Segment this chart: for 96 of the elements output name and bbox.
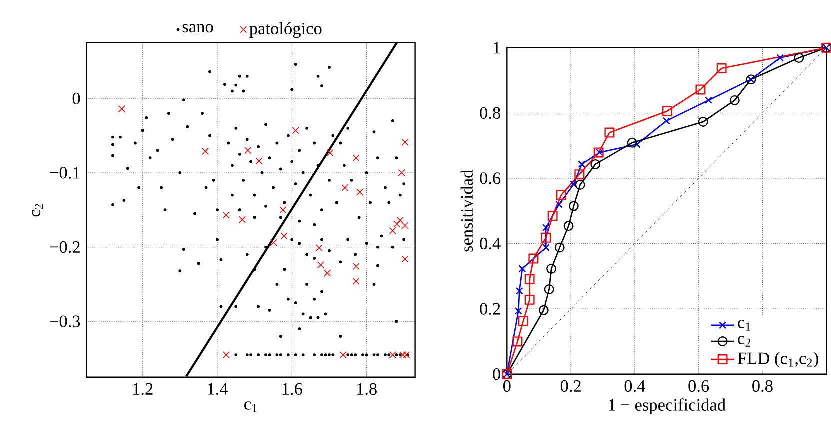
y-tick-label: 0 xyxy=(493,368,500,380)
legend-label: patológico xyxy=(250,22,322,38)
point xyxy=(202,148,210,155)
point xyxy=(316,244,323,252)
point xyxy=(403,351,410,358)
y-tick-label: 0.6 xyxy=(480,172,501,184)
x-axis-title: c$_{1}$ xyxy=(244,401,257,412)
y-tick-label: 0.2 xyxy=(480,303,500,315)
point xyxy=(705,96,712,104)
point xyxy=(524,274,535,284)
point xyxy=(352,278,360,285)
point xyxy=(280,206,287,214)
point xyxy=(564,221,574,232)
point xyxy=(594,148,604,158)
point xyxy=(222,212,230,219)
x-tick-label: 1.2 xyxy=(134,383,153,395)
legend-label: FLD (c$_{1}$,c$_{2}$) xyxy=(738,352,818,368)
point xyxy=(627,138,638,148)
point xyxy=(524,294,535,305)
point xyxy=(244,147,252,154)
point xyxy=(696,84,706,95)
point xyxy=(574,169,585,180)
point xyxy=(402,256,409,263)
y-tick-label: 0.4 xyxy=(480,238,501,250)
point xyxy=(516,287,524,295)
point xyxy=(698,116,708,127)
point xyxy=(548,210,558,221)
y-axis-title: c$_{2}$ xyxy=(32,204,43,217)
point xyxy=(590,159,601,170)
x-tick-label: 0.8 xyxy=(752,380,773,392)
point xyxy=(716,63,727,74)
point xyxy=(662,117,670,125)
point xyxy=(578,160,586,168)
point xyxy=(326,149,334,156)
point xyxy=(794,52,804,63)
point xyxy=(398,169,406,176)
point xyxy=(399,351,406,358)
point xyxy=(662,106,673,116)
x-tick-label: 0.2 xyxy=(560,380,581,392)
point xyxy=(514,307,522,315)
point xyxy=(556,190,566,200)
point xyxy=(352,154,360,162)
point xyxy=(389,351,396,358)
legend-label: c$_{1}$ xyxy=(738,320,750,331)
y-axis-title: sensitividad xyxy=(460,170,474,252)
y-tick-label: 0 xyxy=(72,92,80,104)
x-tick-label: 1.6 xyxy=(282,383,302,395)
y-tick-label: −0.1 xyxy=(50,166,80,179)
y-tick-label: 0.8 xyxy=(480,107,500,119)
point xyxy=(280,232,288,240)
point xyxy=(317,262,324,269)
point xyxy=(222,351,230,358)
point xyxy=(292,126,300,134)
point xyxy=(776,54,784,62)
x-tick-label: 1.4 xyxy=(208,383,228,395)
legend-label: c$_{2}$ xyxy=(738,336,751,347)
point xyxy=(544,284,554,294)
x-tick-label: 1.8 xyxy=(357,383,377,396)
point xyxy=(256,157,263,164)
legend-label: sano xyxy=(182,24,214,33)
point xyxy=(238,216,246,224)
point xyxy=(633,140,641,148)
point xyxy=(270,239,278,246)
y-tick-label: −0.2 xyxy=(50,241,80,254)
point xyxy=(546,264,557,274)
point xyxy=(389,227,396,234)
point xyxy=(556,200,563,208)
point xyxy=(542,244,550,252)
x-axis-title: 1 − especificidad xyxy=(609,398,726,414)
point xyxy=(575,180,586,190)
x-tick-label: 0.6 xyxy=(688,380,710,392)
point xyxy=(518,316,528,326)
point xyxy=(570,180,578,188)
point xyxy=(342,184,349,192)
x-tick-label: 0 xyxy=(503,380,511,392)
point xyxy=(538,305,549,316)
y-tick-label: 1 xyxy=(494,42,500,54)
point xyxy=(352,262,360,270)
y-tick-label: −0.3 xyxy=(50,316,80,328)
point xyxy=(324,270,332,277)
point xyxy=(512,336,523,347)
point xyxy=(542,224,550,232)
point xyxy=(340,351,347,358)
point xyxy=(568,201,579,212)
point xyxy=(396,216,404,224)
point xyxy=(118,105,126,112)
point xyxy=(604,128,615,138)
x-tick-label: 0.4 xyxy=(624,380,646,392)
point xyxy=(402,138,409,146)
point xyxy=(541,232,552,243)
point xyxy=(596,148,604,156)
point xyxy=(730,95,740,106)
point xyxy=(554,242,565,253)
point xyxy=(528,254,539,264)
point xyxy=(518,265,526,272)
point xyxy=(356,188,364,196)
